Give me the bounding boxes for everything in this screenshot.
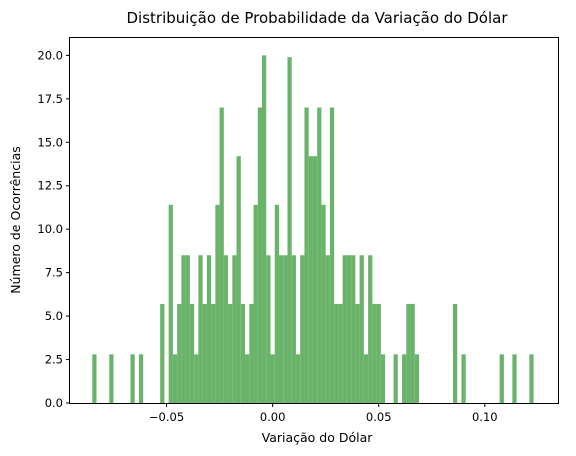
histogram-bar-43 xyxy=(329,107,335,404)
histogram-bar-37 xyxy=(304,107,309,404)
y-tick-label-4: 10.0 xyxy=(37,222,63,236)
histogram-bar-4 xyxy=(160,303,165,403)
histogram-bar-23 xyxy=(245,354,250,403)
x-tick-label-2: 0.05 xyxy=(366,410,392,424)
x-axis-ticks: −0.05 0.00 0.05 0.10 xyxy=(149,403,498,424)
histogram-bar-9 xyxy=(185,255,190,403)
histogram-bar-53 xyxy=(372,303,377,403)
histogram-bar-38 xyxy=(308,156,313,403)
histogram-bar-65 xyxy=(529,354,534,403)
histogram-bar-64 xyxy=(512,354,517,403)
histogram-bar-54 xyxy=(376,303,381,403)
histogram-bar-5 xyxy=(168,204,173,403)
histogram-bar-42 xyxy=(325,255,330,403)
histogram-bar-63 xyxy=(499,354,504,403)
histogram-bar-35 xyxy=(295,354,301,403)
histogram-bar-25 xyxy=(253,204,258,403)
histogram-bar-33 xyxy=(287,57,292,403)
histogram-bar-49 xyxy=(355,303,360,403)
histogram-bar-29 xyxy=(270,354,275,403)
histogram-bar-22 xyxy=(240,303,246,403)
plot-frame xyxy=(69,37,559,404)
histogram-bar-10 xyxy=(189,303,195,403)
histogram-bar-60 xyxy=(414,354,420,403)
y-tick-label-8: 20.0 xyxy=(37,48,63,62)
histogram-bar-0 xyxy=(92,354,97,403)
histogram-bar-52 xyxy=(368,255,373,403)
histogram-bar-36 xyxy=(300,255,305,403)
histogram-bar-48 xyxy=(351,255,356,403)
histogram-bar-24 xyxy=(249,303,254,403)
histogram-bar-59 xyxy=(410,303,415,403)
histogram-bar-47 xyxy=(346,255,352,403)
histogram-bar-21 xyxy=(236,156,241,403)
histogram-bar-34 xyxy=(291,255,296,403)
histogram-bar-19 xyxy=(228,303,233,403)
histogram-bar-14 xyxy=(206,255,212,403)
y-tick-label-7: 17.5 xyxy=(37,92,63,106)
histogram-bar-17 xyxy=(219,107,224,404)
histogram-bar-41 xyxy=(321,204,326,403)
histogram-bar-56 xyxy=(393,354,398,403)
histogram-bar-28 xyxy=(266,255,271,403)
histogram-bar-20 xyxy=(232,255,237,403)
histogram-bar-45 xyxy=(338,303,343,403)
histogram-bar-11 xyxy=(194,354,199,403)
histogram-bar-30 xyxy=(274,204,279,403)
x-axis-label: Variação do Dólar xyxy=(262,430,374,445)
x-tick-label-3: 0.10 xyxy=(472,410,498,424)
histogram-bar-44 xyxy=(334,303,339,403)
histogram-bar-57 xyxy=(402,354,407,403)
histogram-bar-7 xyxy=(177,303,182,403)
histogram-bar-32 xyxy=(283,255,288,403)
histogram-bar-13 xyxy=(202,303,207,403)
histogram-bar-50 xyxy=(359,255,364,403)
histogram-bar-58 xyxy=(406,303,411,403)
histogram-bar-18 xyxy=(223,255,229,403)
y-tick-label-5: 12.5 xyxy=(37,179,63,193)
y-tick-label-2: 5.0 xyxy=(45,309,63,323)
bars-layer xyxy=(92,55,534,404)
histogram-bar-39 xyxy=(312,156,318,403)
histogram-bar-51 xyxy=(363,354,369,403)
histogram-bar-1 xyxy=(109,354,114,403)
histogram-bar-3 xyxy=(138,354,144,403)
y-tick-label-3: 7.5 xyxy=(45,266,63,280)
chart-title: Distribuição de Probabilidade da Variaçã… xyxy=(126,9,508,27)
histogram-bar-31 xyxy=(278,255,284,403)
histogram-bar-40 xyxy=(317,107,322,404)
histogram-bar-26 xyxy=(257,107,263,404)
y-axis-ticks: 0.0 2.5 5.0 7.5 10.0 12.5 15.0 17.5 20.0 xyxy=(37,48,70,410)
y-tick-label-0: 0.0 xyxy=(45,396,63,410)
histogram-bar-8 xyxy=(181,255,186,403)
y-tick-label-6: 15.0 xyxy=(37,135,63,149)
histogram-bar-6 xyxy=(172,354,178,403)
x-tick-label-1: 0.00 xyxy=(260,410,286,424)
histogram-bar-46 xyxy=(342,255,347,403)
histogram-bar-12 xyxy=(198,255,203,403)
histogram-bar-61 xyxy=(452,303,458,403)
y-tick-label-1: 2.5 xyxy=(45,353,63,367)
y-axis-label: Número de Ocorrências xyxy=(8,146,23,294)
histogram-bar-62 xyxy=(461,354,466,403)
histogram-bar-15 xyxy=(211,303,216,403)
x-tick-label-0: −0.05 xyxy=(149,410,184,424)
histogram-bar-2 xyxy=(130,354,135,403)
histogram-bar-16 xyxy=(215,204,220,403)
histogram-bar-27 xyxy=(262,55,267,403)
histogram-bar-55 xyxy=(380,354,386,403)
